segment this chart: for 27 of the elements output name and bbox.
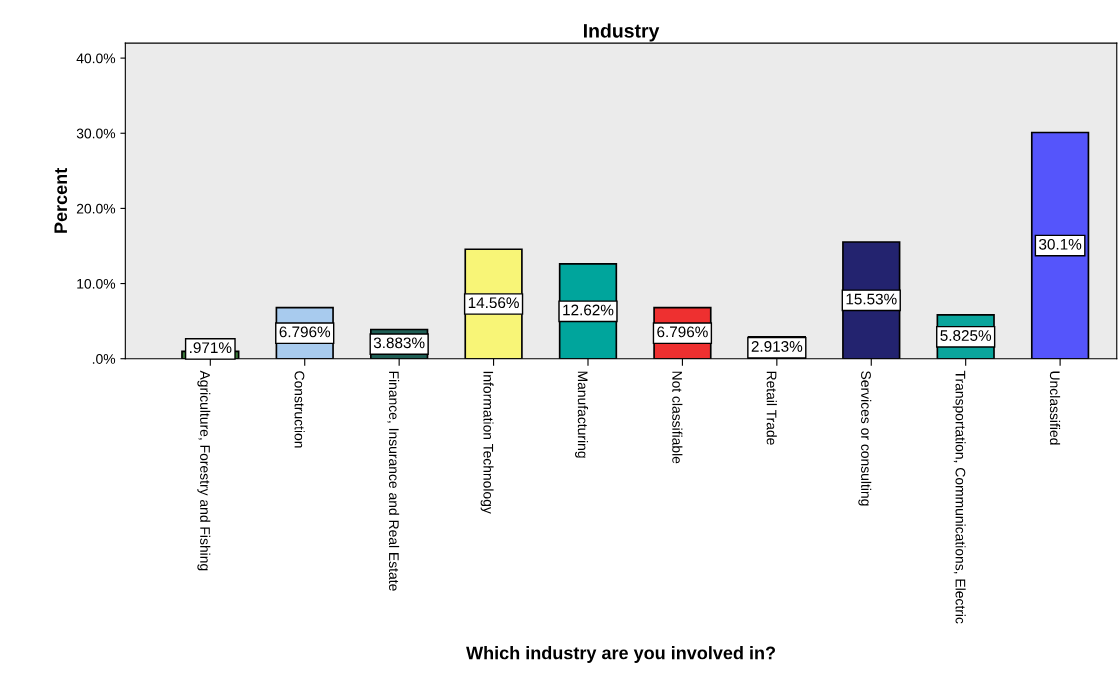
x-tick-label: Finance, Insurance and Real Estate xyxy=(387,371,400,591)
y-axis-title: Percent xyxy=(54,167,68,233)
y-tick-label: 40.0% xyxy=(76,53,116,64)
chart-title: Industry xyxy=(584,23,660,42)
data-label: 3.883% xyxy=(373,337,425,349)
x-tick-label: Agriculture, Forestry and Fishing xyxy=(197,370,211,571)
x-tick-label: Information Technology xyxy=(480,371,494,514)
data-label: 6.796% xyxy=(657,326,708,338)
x-tick-label: Transportation, Communications, Electric xyxy=(952,370,966,624)
x-axis-title: Which industry are you involved in? xyxy=(466,646,776,663)
data-label: 30.1% xyxy=(1039,238,1082,250)
data-label: 6.796% xyxy=(279,326,331,338)
data-label: 12.62% xyxy=(563,304,614,316)
x-tick-label: Manufacturing xyxy=(575,371,588,458)
x-tick-label: Services or consulting xyxy=(858,371,872,506)
x-tick-label: Retail Trade xyxy=(766,371,777,445)
x-tick-label: Not classifiable xyxy=(672,371,683,464)
x-tick-label: Unclassified xyxy=(1049,371,1061,445)
data-label: 15.53% xyxy=(846,293,897,305)
y-tick-label: 10.0% xyxy=(77,278,116,289)
x-tick-label: Construction xyxy=(294,371,305,448)
data-label: 14.56% xyxy=(468,297,519,309)
data-label: 2.913% xyxy=(751,341,803,352)
data-label: 5.825% xyxy=(940,330,992,341)
y-tick-label: 30.0% xyxy=(76,128,116,139)
y-tick-label: 20.0% xyxy=(76,203,116,214)
y-tick-label: .0% xyxy=(92,354,116,364)
